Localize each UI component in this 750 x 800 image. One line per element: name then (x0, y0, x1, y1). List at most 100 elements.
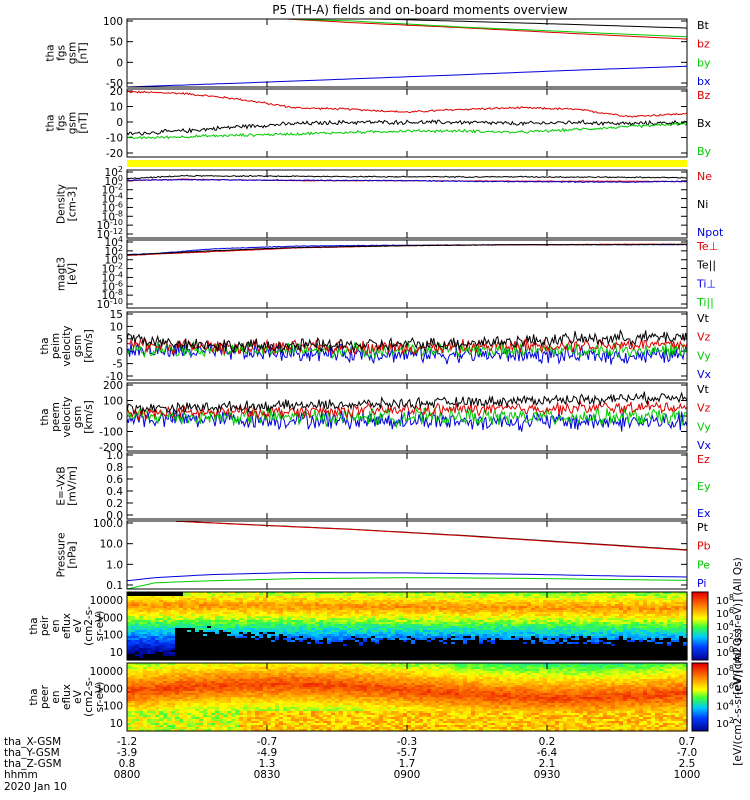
spectrogram-cell (439, 650, 444, 653)
spectrogram-cell (135, 614, 140, 617)
spectrogram-cell (255, 624, 260, 627)
spectrogram-cell (527, 632, 532, 635)
spectrogram-cell (579, 604, 584, 607)
spectrogram-cell (463, 658, 468, 661)
spectrogram-cell (311, 618, 316, 621)
spectrogram-cell (327, 636, 332, 639)
spectrogram-cell (515, 606, 520, 609)
spectrogram-cell (487, 640, 492, 643)
spectrogram-cell (475, 624, 480, 627)
spectrogram-cell (615, 612, 620, 615)
spectrogram-cell (431, 644, 436, 647)
spectrogram-cell (611, 598, 616, 601)
spectrogram-cell (199, 644, 204, 647)
spectrogram-cell (419, 642, 424, 645)
spectrogram-cell (491, 656, 496, 659)
spectrogram-cell (387, 614, 392, 617)
spectrogram-cell (511, 604, 516, 607)
spectrogram-cell (651, 638, 656, 641)
spectrogram-cell (479, 624, 484, 627)
spectrogram-cell (279, 594, 284, 597)
spectrogram-cell (227, 622, 232, 625)
spectrogram-cell (675, 632, 680, 635)
spectrogram-cell (135, 638, 140, 641)
spectrogram-cell (599, 656, 604, 659)
spectrogram-cell (423, 624, 428, 627)
spectrogram-cell (455, 632, 460, 635)
spectrogram-cell (571, 648, 576, 651)
spectrogram-cell (467, 616, 472, 619)
spectrogram-cell (379, 622, 384, 625)
spectrogram-cell (295, 610, 300, 613)
spectrogram-cell (383, 624, 388, 627)
spectrogram-cell (495, 622, 500, 625)
spectrogram-cell (531, 630, 536, 633)
spectrogram-cell (147, 626, 152, 629)
spectrogram-cell (319, 618, 324, 621)
spectrogram-cell (351, 632, 356, 635)
spectrogram-cell (467, 658, 472, 661)
spectrogram-cell (459, 592, 464, 595)
spectrogram-cell (447, 652, 452, 655)
spectrogram-cell (519, 604, 524, 607)
spectrogram-cell (267, 620, 272, 623)
spectrogram-cell (291, 592, 296, 595)
spectrogram-cell (271, 642, 276, 645)
spectrogram-cell (127, 622, 132, 625)
spectrogram-cell (231, 654, 236, 657)
spectrogram-cell (627, 626, 632, 629)
spectrogram-cell (319, 616, 324, 619)
spectrogram-cell (367, 630, 372, 633)
spectrogram-cell (667, 596, 672, 599)
spectrogram-cell (267, 654, 272, 657)
spectrogram-cell (531, 608, 536, 611)
spectrogram-cell (335, 604, 340, 607)
spectrogram-cell (259, 610, 264, 613)
spectrogram-cell (475, 648, 480, 651)
spectrogram-cell (431, 608, 436, 611)
spectrogram-cell (663, 610, 668, 613)
spectrogram-cell (467, 624, 472, 627)
spectrogram-cell (635, 636, 640, 639)
legend-ni: Ni (697, 198, 708, 211)
spectrogram-cell (403, 654, 408, 657)
spectrogram-cell (551, 606, 556, 609)
spectrogram-cell (611, 634, 616, 637)
spectrogram-cell (675, 612, 680, 615)
spectrogram-cell (215, 650, 220, 653)
spectrogram-cell (371, 646, 376, 649)
spectrogram-cell (671, 602, 676, 605)
spectrogram-cell (315, 656, 320, 659)
spectrogram-cell (435, 656, 440, 659)
spectrogram-cell (167, 600, 172, 603)
spectrogram-cell (571, 606, 576, 609)
spectrogram-cell (359, 594, 364, 597)
spectrogram-cell (595, 618, 600, 621)
spectrogram-cell (391, 636, 396, 639)
spectrogram-cell (263, 606, 268, 609)
spectrogram-cell (479, 614, 484, 617)
spectrogram-cell (127, 596, 132, 599)
spectrogram-cell (183, 612, 188, 615)
spectrogram-cell (299, 608, 304, 611)
spectrogram-cell (387, 654, 392, 657)
spectrogram-cell (267, 656, 272, 659)
spectrogram-cell (427, 598, 432, 601)
spectrogram-cell (595, 610, 600, 613)
spectrogram-cell (395, 614, 400, 617)
spectrogram-cell (499, 628, 504, 631)
spectrogram-cell (227, 628, 232, 631)
spectrogram-cell (155, 606, 160, 609)
spectrogram-cell (283, 628, 288, 631)
spectrogram-cell (495, 612, 500, 615)
spectrogram-cell (263, 652, 268, 655)
spectrogram-cell (143, 632, 148, 635)
spectrogram-cell (455, 598, 460, 601)
spectrogram-cell (171, 642, 176, 645)
spectrogram-cell (335, 610, 340, 613)
spectrogram-cell (387, 626, 392, 629)
spectrogram-cell (159, 602, 164, 605)
spectrogram-cell (595, 642, 600, 645)
spectrogram-cell (187, 634, 192, 637)
spectrogram-cell (283, 610, 288, 613)
